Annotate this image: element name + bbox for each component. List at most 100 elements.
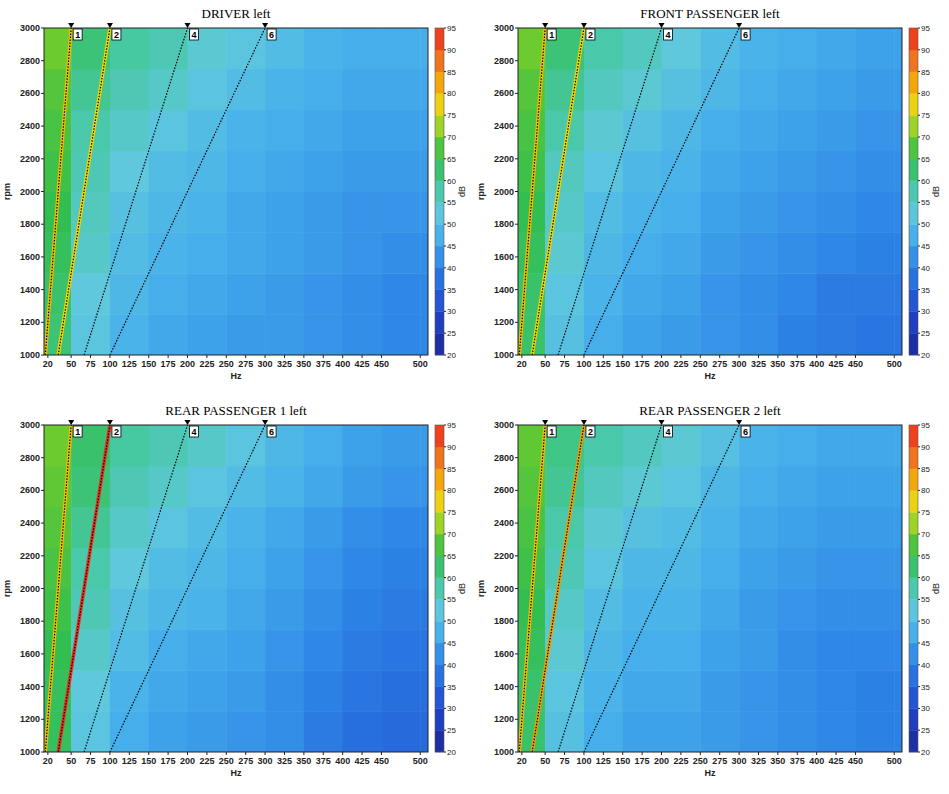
heatmap-cell <box>855 507 894 548</box>
x-tick <box>90 752 91 755</box>
heatmap-cell <box>778 629 817 670</box>
colorbar-band <box>435 159 444 181</box>
x-tick <box>642 355 643 358</box>
colorbar-tick <box>444 355 446 356</box>
colorbar-tick <box>444 708 446 709</box>
colorbar-tick <box>918 224 920 225</box>
heatmap-cell <box>265 589 304 630</box>
heatmap-cell <box>778 425 817 466</box>
y-tick <box>41 490 44 491</box>
y-axis-title: rpm <box>2 183 12 200</box>
colorbar-band <box>435 333 444 355</box>
colorbar-band <box>909 512 918 534</box>
x-tick <box>226 355 227 358</box>
heatmap-cell <box>304 28 343 69</box>
heatmap-cell <box>739 151 778 192</box>
heatmap-cell <box>110 425 149 466</box>
x-tick-label: 325 <box>277 359 292 369</box>
heatmap-cell <box>623 548 662 589</box>
heatmap-cell <box>817 28 856 69</box>
heatmap-cell <box>381 466 420 507</box>
y-tick <box>515 653 518 654</box>
x-tick <box>420 752 421 755</box>
order-line <box>84 28 187 355</box>
x-tick-label: 150 <box>141 756 156 766</box>
heatmap-cell <box>778 232 817 273</box>
colorbar-band <box>435 708 444 730</box>
colorbar-tick <box>918 333 920 334</box>
colorbar-tick-label: 85 <box>921 465 930 474</box>
heatmap-cell <box>855 670 894 711</box>
heatmap-cell <box>584 69 623 110</box>
colorbar-band <box>435 730 444 752</box>
heatmap-cell <box>778 110 817 151</box>
heatmap-cell <box>265 28 304 69</box>
heatmap-cell <box>226 711 265 752</box>
heatmap-cell <box>304 232 343 273</box>
y-tick <box>41 588 44 589</box>
y-tick <box>515 588 518 589</box>
colorbar-tick <box>444 180 446 181</box>
colorbar-tick <box>444 446 446 447</box>
x-tick-label: 50 <box>540 756 550 766</box>
order-marker <box>581 420 587 425</box>
heatmap-cell <box>420 711 428 752</box>
heatmap-cell <box>188 629 227 670</box>
heatmap-cell <box>623 629 662 670</box>
colorbar-tick-label: 60 <box>921 177 930 186</box>
colorbar-tick <box>444 115 446 116</box>
heatmap-cell <box>778 670 817 711</box>
colorbar-band <box>909 490 918 512</box>
heatmap-cell <box>149 314 188 355</box>
y-tick-label: 1400 <box>494 285 514 295</box>
heatmap-cell <box>817 711 856 752</box>
order-label: 4 <box>192 30 197 40</box>
x-tick-label: 350 <box>296 756 311 766</box>
heatmap-cell <box>662 28 701 69</box>
y-tick-label: 1600 <box>494 252 514 262</box>
heatmap-cell <box>817 425 856 466</box>
colorbar-tick-label: 75 <box>447 508 456 517</box>
heatmap-cell <box>662 466 701 507</box>
heatmap-cell <box>265 273 304 314</box>
heatmap-cell <box>110 670 149 711</box>
colorbar-tick <box>444 599 446 600</box>
colorbar-band <box>435 115 444 137</box>
x-tick <box>642 752 643 755</box>
heatmap-cell <box>584 110 623 151</box>
x-tick <box>719 752 720 755</box>
colorbar-band <box>909 290 918 312</box>
colorbar-tick-label: 85 <box>921 68 930 77</box>
heatmap-cell <box>265 151 304 192</box>
y-tick-label: 2800 <box>494 453 514 463</box>
y-tick-label: 1600 <box>494 649 514 659</box>
heatmap-cell <box>44 507 72 548</box>
colorbar-tick-label: 20 <box>921 748 930 757</box>
order-label-box <box>112 29 121 40</box>
colorbar-band <box>909 93 918 115</box>
order-marker <box>107 420 113 425</box>
heatmap-cell <box>584 670 623 711</box>
y-tick-label: 1000 <box>494 350 514 360</box>
heatmap-cell <box>662 69 701 110</box>
colorbar-band <box>909 246 918 268</box>
heatmap-cell <box>226 69 265 110</box>
colorbar-tick <box>444 752 446 753</box>
colorbar-band <box>909 202 918 224</box>
colorbar-tick <box>444 267 446 268</box>
y-tick-label: 3000 <box>494 23 514 33</box>
heatmap-cell <box>343 151 382 192</box>
y-tick-label: 2600 <box>494 88 514 98</box>
heatmap-cell <box>110 232 149 273</box>
heatmap-cell <box>778 466 817 507</box>
colorbar-tick <box>918 115 920 116</box>
x-tick-label: 150 <box>615 359 630 369</box>
heatmap-cell <box>188 314 227 355</box>
x-tick-label: 20 <box>43 359 53 369</box>
order-line <box>532 28 584 355</box>
colorbar-tick <box>918 49 920 50</box>
heatmap-cell <box>623 28 662 69</box>
order-marker <box>185 23 191 28</box>
x-tick-label: 125 <box>596 756 611 766</box>
heatmap-cell <box>110 589 149 630</box>
